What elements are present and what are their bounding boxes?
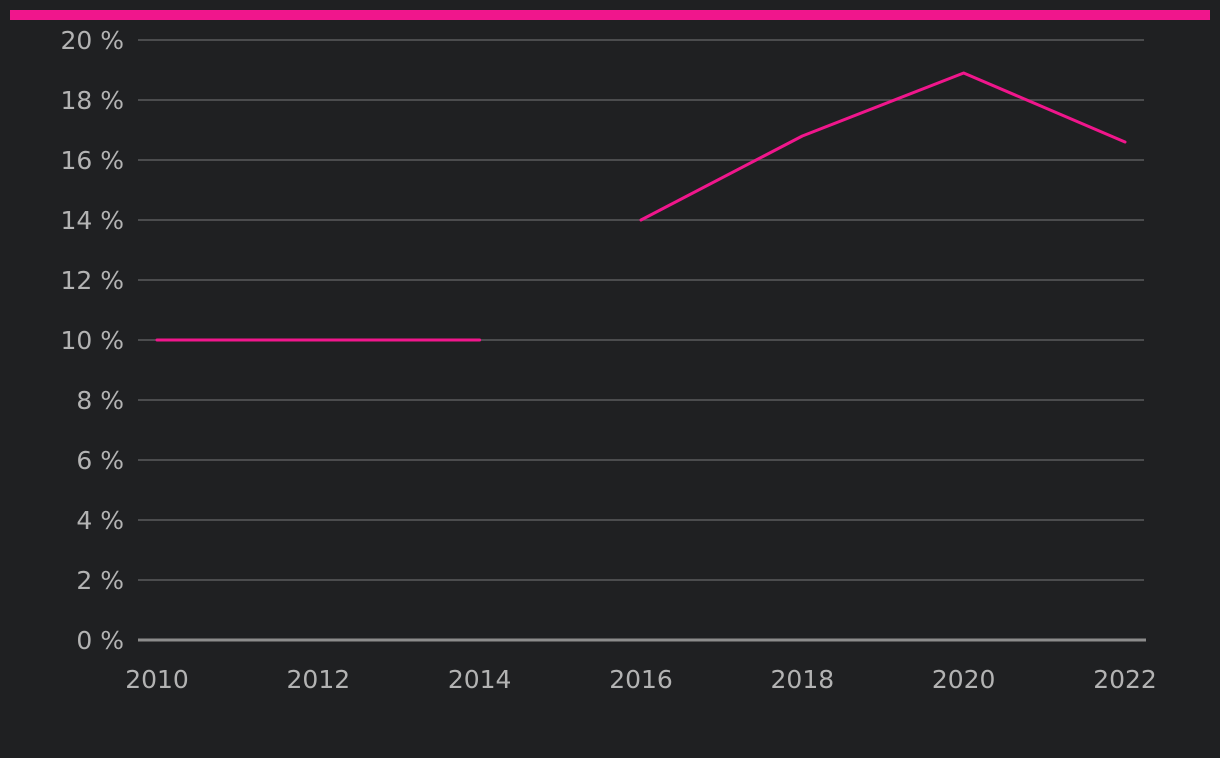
series-line-segment: [639, 71, 1127, 222]
y-tick-label: 6 %: [76, 446, 124, 475]
y-tick-label: 2 %: [76, 566, 124, 595]
y-tick-label: 10 %: [60, 326, 124, 355]
x-tick-label: 2022: [1093, 665, 1157, 694]
x-tick-label: 2012: [287, 665, 351, 694]
x-tick-label: 2016: [609, 665, 673, 694]
y-tick-label: 0 %: [76, 626, 124, 655]
y-tick-label: 18 %: [60, 86, 124, 115]
y-tick-label: 4 %: [76, 506, 124, 535]
y-tick-label: 16 %: [60, 146, 124, 175]
y-tick-label: 14 %: [60, 206, 124, 235]
y-tick-label: 20 %: [60, 26, 124, 55]
accent-bar: [10, 10, 1210, 20]
x-tick-label: 2020: [932, 665, 996, 694]
y-tick-label: 8 %: [76, 386, 124, 415]
y-tick-label: 12 %: [60, 266, 124, 295]
x-tick-label: 2010: [125, 665, 189, 694]
x-tick-label: 2014: [448, 665, 512, 694]
x-tick-label: 2018: [771, 665, 835, 694]
